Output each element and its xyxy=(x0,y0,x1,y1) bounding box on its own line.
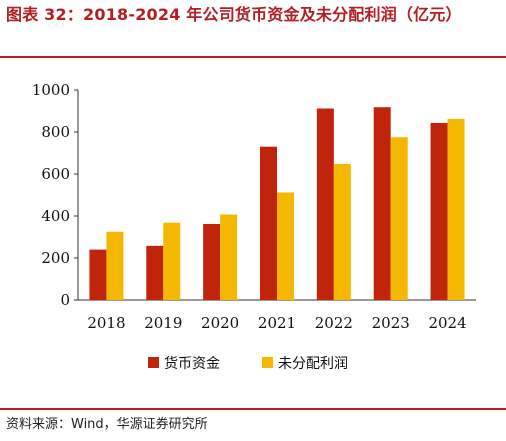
bar-cash-2022 xyxy=(316,108,334,300)
y-tick-label: 1000 xyxy=(32,81,70,99)
x-tick-label: 2020 xyxy=(201,314,239,332)
x-tick-label: 2023 xyxy=(372,314,410,332)
bar-cash-2023 xyxy=(373,107,391,300)
legend-label-0: 货币资金 xyxy=(164,355,220,372)
bar-cash-2024 xyxy=(430,122,448,300)
bar-retained-earnings-2023 xyxy=(390,137,408,300)
x-tick-label: 2021 xyxy=(258,314,296,332)
bar-retained-earnings-2021 xyxy=(277,192,294,300)
x-tick-label: 2019 xyxy=(144,314,182,332)
chart-title: 图表 32：2018-2024 年公司货币资金及未分配利润（亿元） xyxy=(6,5,462,24)
bar-retained-earnings-2020 xyxy=(220,214,238,300)
x-tick-label: 2018 xyxy=(87,314,125,332)
bar-retained-earnings-2022 xyxy=(333,163,351,300)
source-note: 资料来源：Wind，华源证券研究所 xyxy=(6,417,208,432)
footer-divider xyxy=(0,408,506,410)
bar-retained-earnings-2018 xyxy=(106,231,124,300)
y-tick-label: 200 xyxy=(41,249,70,267)
legend-swatch-1 xyxy=(262,357,273,368)
bar-retained-earnings-2024 xyxy=(447,118,465,300)
bar-cash-2021 xyxy=(260,146,277,300)
plot-area: 0 200 400 600 800 1000 2018 2019 2020 2021 2022 202… xyxy=(32,81,476,332)
title-divider xyxy=(0,56,506,58)
legend-label-1: 未分配利润 xyxy=(278,356,348,372)
y-tick-label: 0 xyxy=(60,291,70,309)
bar-retained-earnings-2019 xyxy=(163,222,181,300)
bar-cash-2019 xyxy=(146,245,164,300)
bar-cash-2020 xyxy=(203,223,221,300)
x-tick-label: 2024 xyxy=(428,314,466,332)
chart-legend: 货币资金 未分配利润 xyxy=(148,355,348,372)
y-tick-label: 400 xyxy=(41,207,70,225)
bar-cash-2018 xyxy=(89,249,107,300)
x-tick-label: 2022 xyxy=(315,314,353,332)
legend-swatch-0 xyxy=(148,357,159,368)
y-tick-label: 600 xyxy=(41,165,70,183)
y-tick-label: 800 xyxy=(41,123,70,141)
